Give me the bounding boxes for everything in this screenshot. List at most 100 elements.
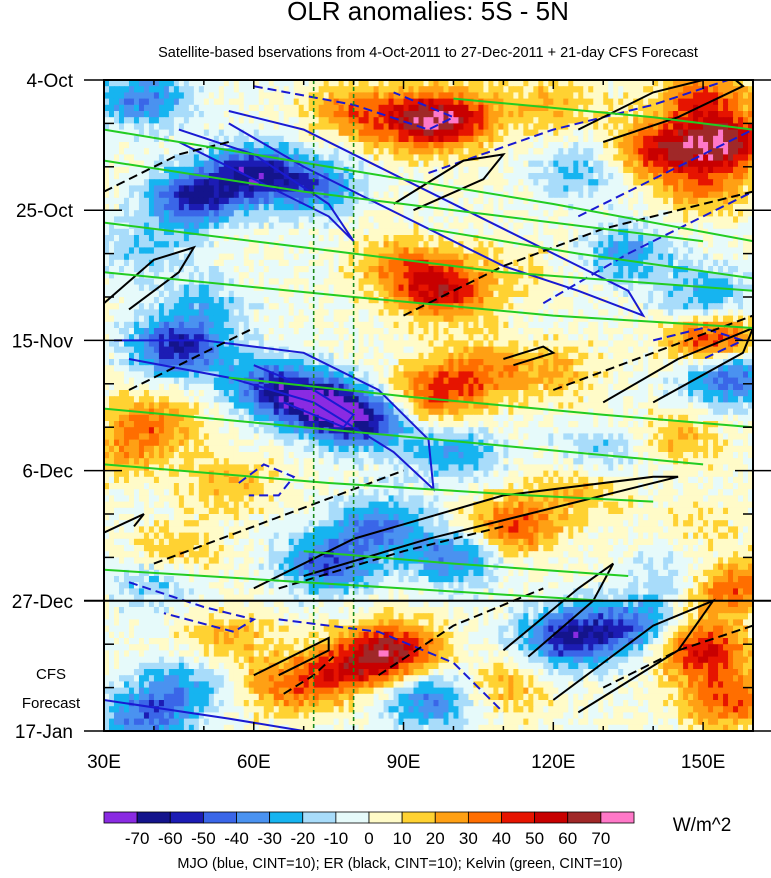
- anomaly-cell: [148, 216, 155, 224]
- anomaly-cell: [208, 86, 215, 93]
- anomaly-cell: [318, 204, 325, 211]
- anomaly-cell: [228, 80, 235, 87]
- anomaly-cell: [658, 123, 664, 131]
- anomaly-cell: [513, 160, 519, 168]
- anomaly-cell: [198, 154, 205, 162]
- anomaly-cell: [108, 191, 115, 199]
- anomaly-cell: [333, 154, 340, 162]
- anomaly-cell: [198, 204, 205, 211]
- anomaly-cell: [508, 253, 514, 261]
- anomaly-cell: [478, 111, 485, 118]
- anomaly-cell: [668, 197, 674, 205]
- anomaly-cell: [668, 253, 674, 261]
- anomaly-cell: [608, 253, 614, 261]
- anomaly-cell: [133, 241, 140, 248]
- anomaly-cell: [293, 259, 300, 267]
- anomaly-cell: [583, 104, 589, 112]
- anomaly-cell: [458, 154, 465, 162]
- anomaly-cell: [388, 104, 395, 112]
- anomaly-cell: [203, 235, 210, 242]
- anomaly-cell: [383, 222, 390, 230]
- anomaly-cell: [563, 309, 569, 317]
- anomaly-cell: [298, 86, 305, 93]
- anomaly-cell: [713, 148, 719, 155]
- anomaly-cell: [118, 266, 125, 273]
- anomaly-cell: [158, 278, 165, 286]
- anomaly-cell: [253, 160, 260, 168]
- anomaly-cell: [393, 129, 400, 137]
- anomaly-cell: [713, 278, 719, 286]
- anomaly-cell: [538, 290, 544, 298]
- anomaly-cell: [598, 129, 604, 137]
- anomaly-cell: [163, 185, 170, 193]
- anomaly-cell: [703, 104, 709, 112]
- anomaly-cell: [393, 160, 400, 168]
- anomaly-cell: [598, 235, 604, 242]
- anomaly-cell: [438, 235, 445, 242]
- anomaly-cell: [583, 160, 589, 168]
- anomaly-cell: [158, 123, 165, 131]
- anomaly-cell: [273, 160, 280, 168]
- anomaly-cell: [553, 129, 559, 137]
- anomaly-cell: [468, 290, 475, 298]
- anomaly-cell: [148, 303, 155, 310]
- anomaly-cell: [358, 111, 365, 118]
- anomaly-cell: [498, 204, 504, 211]
- anomaly-cell: [518, 303, 524, 310]
- anomaly-cell: [183, 123, 190, 131]
- anomaly-cell: [278, 166, 285, 174]
- anomaly-cell: [548, 216, 554, 224]
- anomaly-cell: [618, 98, 624, 106]
- anomaly-cell: [348, 191, 355, 199]
- anomaly-cell: [218, 173, 225, 180]
- anomaly-cell: [468, 197, 475, 205]
- anomaly-cell: [623, 166, 629, 174]
- anomaly-cell: [748, 297, 753, 304]
- anomaly-cell: [223, 253, 230, 261]
- anomaly-cell: [618, 259, 624, 267]
- anomaly-cell: [233, 98, 240, 106]
- anomaly-cell: [708, 86, 714, 93]
- anomaly-cell: [208, 315, 215, 323]
- anomaly-cell: [583, 278, 589, 286]
- anomaly-cell: [718, 117, 724, 124]
- anomaly-cell: [243, 160, 250, 168]
- anomaly-cell: [523, 111, 529, 118]
- anomaly-cell: [228, 129, 235, 137]
- anomaly-cell: [208, 123, 215, 131]
- anomaly-cell: [508, 92, 514, 100]
- anomaly-cell: [353, 241, 360, 248]
- anomaly-cell: [588, 148, 594, 155]
- anomaly-cell: [583, 228, 589, 236]
- anomaly-cell: [298, 247, 305, 255]
- anomaly-cell: [473, 247, 480, 255]
- anomaly-cell: [283, 117, 290, 124]
- anomaly-cell: [523, 98, 529, 106]
- anomaly-cell: [308, 111, 315, 118]
- anomaly-cell: [548, 173, 554, 180]
- anomaly-cell: [583, 154, 589, 162]
- anomaly-cell: [343, 204, 350, 211]
- anomaly-cell: [148, 235, 155, 242]
- anomaly-cell: [713, 154, 719, 162]
- anomaly-cell: [538, 222, 544, 230]
- anomaly-cell: [328, 135, 335, 143]
- anomaly-cell: [308, 272, 315, 279]
- anomaly-cell: [688, 142, 694, 149]
- anomaly-cell: [628, 253, 634, 261]
- anomaly-cell: [598, 148, 604, 155]
- anomaly-cell: [104, 284, 110, 292]
- anomaly-cell: [528, 266, 534, 273]
- anomaly-cell: [163, 191, 170, 199]
- anomaly-cell: [228, 228, 235, 236]
- anomaly-cell: [438, 86, 445, 93]
- anomaly-cell: [283, 284, 290, 292]
- anomaly-cell: [158, 148, 165, 155]
- anomaly-cell: [538, 154, 544, 162]
- anomaly-cell: [608, 235, 614, 242]
- anomaly-cell: [713, 173, 719, 180]
- anomaly-cell: [543, 148, 549, 155]
- anomaly-cell: [228, 166, 235, 174]
- anomaly-cell: [618, 216, 624, 224]
- anomaly-cell: [388, 241, 395, 248]
